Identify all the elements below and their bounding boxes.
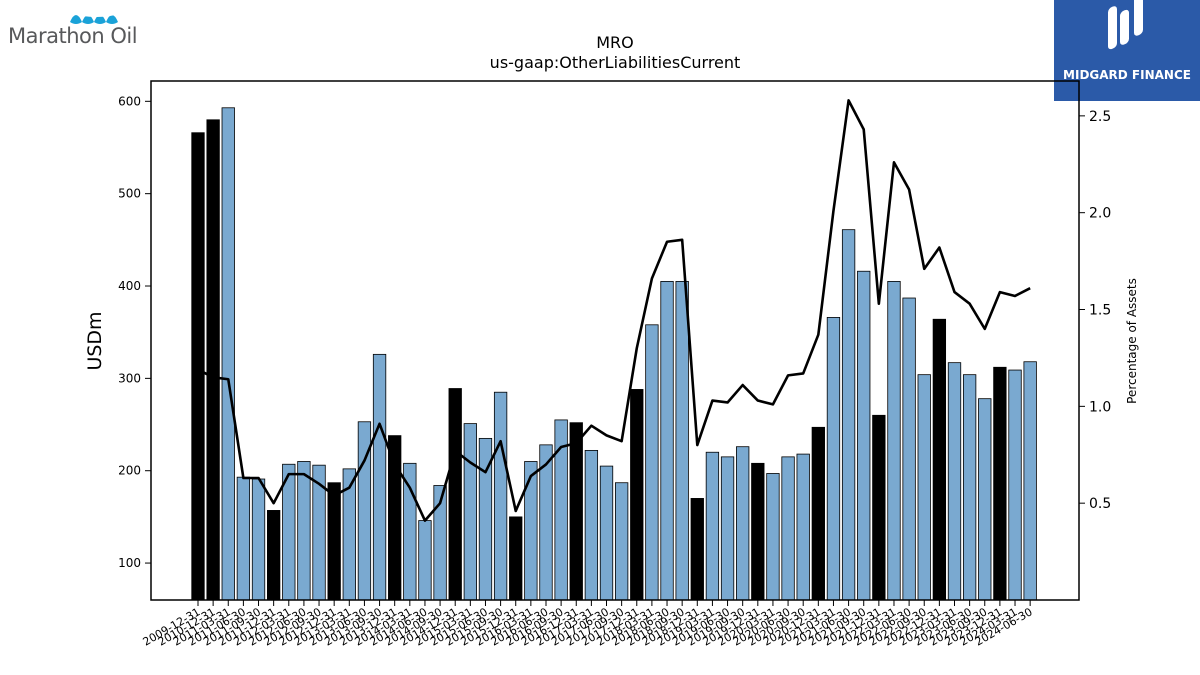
- bar-2014-03-31: [403, 462, 417, 601]
- bar-2014-12-31: [448, 388, 462, 601]
- bar-2018-09-30: [675, 280, 689, 601]
- y-tick-label: 500: [118, 187, 141, 201]
- bar-2020-06-30: [781, 456, 795, 601]
- bar-2011-12-31: [266, 510, 281, 601]
- y-tick-label: 200: [118, 464, 141, 478]
- bar-2021-12-31: [872, 414, 886, 601]
- y-axis-label: USDm: [84, 311, 106, 370]
- bar-2023-09-30: [978, 398, 992, 601]
- line-group: [197, 99, 1031, 522]
- bar-2013-12-31: [388, 435, 402, 601]
- y2-tick-label: 1.5: [1089, 303, 1111, 319]
- bar-2011-06-30: [236, 476, 251, 601]
- y-tick-label: 400: [118, 279, 141, 293]
- bar-2017-09-30: [614, 482, 629, 601]
- bar-2015-03-31: [463, 423, 477, 601]
- bars-group: [191, 107, 1037, 601]
- y-tick-label: 300: [118, 371, 141, 385]
- y2-tick-label: 2.5: [1089, 109, 1111, 125]
- bar-2015-09-30: [493, 391, 508, 601]
- bar-2012-12-31: [327, 482, 341, 601]
- y2-tick-label: 1.0: [1089, 399, 1111, 415]
- marathon-oil-logo: Marathon Oil: [8, 8, 158, 52]
- chart-title: MRO: [596, 33, 634, 52]
- bar-2020-09-30: [796, 453, 810, 601]
- bar-2019-12-31: [751, 462, 765, 601]
- bar-2019-06-30: [720, 456, 735, 601]
- bar-2020-12-31: [811, 426, 825, 601]
- y2-axis-label: Percentage of Assets: [1125, 278, 1139, 404]
- bar-2012-06-30: [297, 461, 311, 601]
- bar-2011-03-31: [221, 107, 235, 601]
- bar-2019-03-31: [705, 451, 720, 601]
- bar-2022-12-31: [932, 318, 947, 601]
- bar-2022-06-30: [902, 297, 916, 601]
- bar-2011-09-30: [251, 478, 266, 601]
- bar-2017-03-31: [584, 449, 599, 601]
- y-tick-label: 100: [118, 556, 141, 570]
- plot-frame: [150, 80, 1080, 601]
- bar-2014-06-30: [418, 520, 432, 601]
- bar-2016-12-31: [569, 422, 583, 601]
- y2-axis-ticks: 0.5 1.0 1.5 2.0 2.5: [1079, 109, 1111, 512]
- midgard-finance-wordmark: MIDGARD FINANCE: [1063, 68, 1191, 82]
- x-axis-ticks: 2009-12-312010-12-312011-03-312011-06-30…: [141, 600, 1035, 649]
- percentage-line: [197, 99, 1031, 522]
- midgard-m-icon: [1108, 0, 1143, 50]
- y2-tick-label: 2.0: [1089, 206, 1111, 222]
- bar-2018-12-31: [690, 498, 704, 601]
- bar-2018-06-30: [660, 280, 674, 601]
- bar-2015-12-31: [509, 516, 523, 601]
- bar-2013-09-30: [372, 353, 387, 601]
- bar-2022-03-31: [887, 280, 901, 601]
- bar-2021-03-31: [826, 317, 841, 601]
- bar-2020-03-31: [766, 473, 780, 601]
- bar-2021-06-30: [841, 229, 856, 601]
- bar-2023-06-30: [962, 374, 977, 601]
- bar-2019-09-30: [736, 446, 750, 601]
- bar-2010-12-31: [206, 119, 220, 601]
- bar-2021-09-30: [857, 270, 871, 601]
- bar-2009-12-31: [191, 132, 205, 601]
- marathon-wave-icon: [67, 11, 123, 24]
- bar-2023-03-31: [947, 362, 962, 601]
- bar-2022-09-30: [917, 374, 931, 601]
- y-axis-ticks: 100 200 300 400 500 600: [118, 94, 151, 570]
- marathon-oil-wordmark: Marathon Oil: [8, 24, 138, 48]
- bar-2023-12-31: [993, 366, 1007, 601]
- y-tick-label: 600: [118, 94, 141, 108]
- y2-tick-label: 0.5: [1089, 496, 1111, 512]
- bar-2018-03-31: [645, 324, 659, 601]
- chart-subtitle: us-gaap:OtherLiabilitiesCurrent: [490, 53, 741, 72]
- bar-2016-03-31: [524, 461, 538, 601]
- bar-2024-03-31: [1008, 369, 1022, 601]
- bar-2017-12-31: [630, 389, 644, 601]
- bar-2017-06-30: [599, 465, 614, 601]
- bar-2024-06-30: [1023, 361, 1037, 601]
